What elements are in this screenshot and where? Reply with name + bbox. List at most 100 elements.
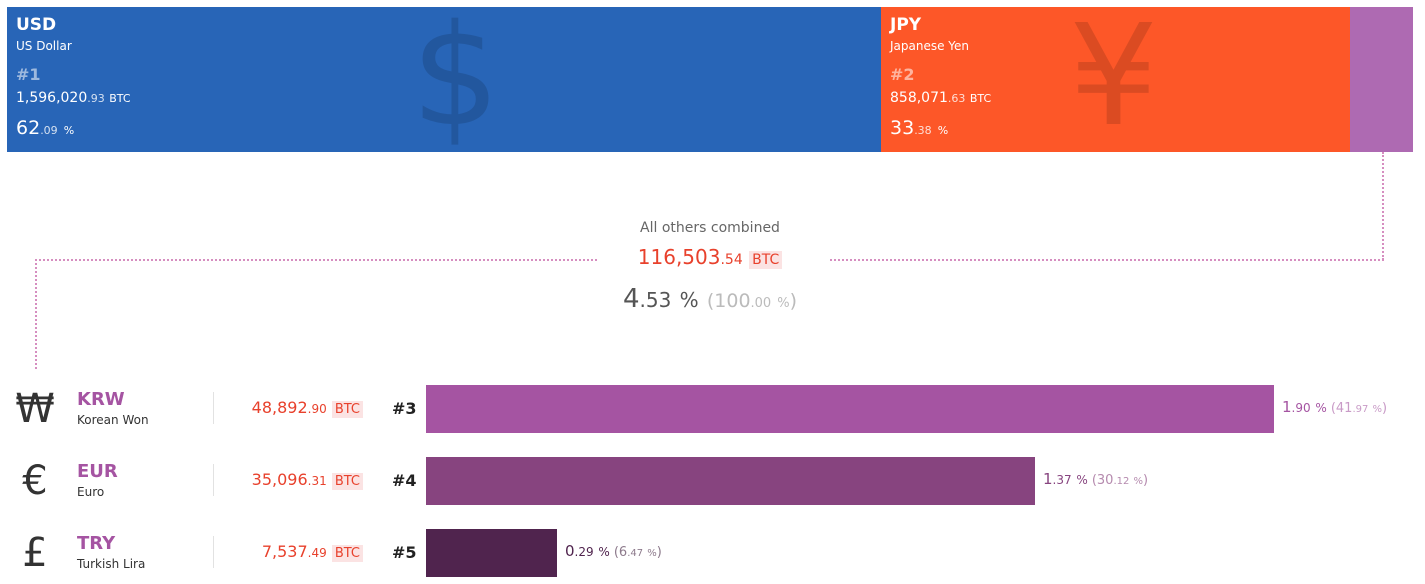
lira-symbol-icon: £ <box>22 530 48 576</box>
others-relative-percent: (100.00 %) <box>706 290 798 312</box>
row-name: Korean Won <box>77 413 149 427</box>
pct-sign: % <box>1076 473 1088 487</box>
row-divider <box>213 536 214 568</box>
block-btc-value: 858,071.63 BTC <box>890 90 991 106</box>
rel-int: 100 <box>714 290 751 312</box>
block-usd[interactable]: $ USD US Dollar #1 1,596,020.93 BTC 62.0… <box>7 7 881 152</box>
yen-symbol-icon: ¥ <box>1069 7 1159 152</box>
row-btc-value: 48,892.90 BTC <box>251 398 363 418</box>
others-title: All others combined <box>640 220 780 236</box>
row-name: Turkish Lira <box>77 557 146 571</box>
pct-sign: % <box>63 124 75 137</box>
btc-dec: .49 <box>307 546 327 560</box>
row-code: EUR <box>77 461 118 482</box>
btc-unit: BTC <box>331 401 363 418</box>
rel-int: 30 <box>1096 473 1114 488</box>
pct-sign: % <box>647 548 657 559</box>
pct-int: 4 <box>622 284 640 314</box>
connector-line-right-horizontal <box>830 259 1384 261</box>
btc-dec: .63 <box>947 92 966 105</box>
block-jpy[interactable]: ¥ JPY Japanese Yen #2 858,071.63 BTC 33.… <box>881 7 1350 152</box>
pct-sign: % <box>679 288 699 312</box>
connector-line-left-horizontal <box>35 259 597 261</box>
btc-dec: .31 <box>307 474 327 488</box>
pct-sign: % <box>1372 404 1383 415</box>
euro-symbol-icon: € <box>22 458 48 504</box>
btc-unit: BTC <box>331 473 363 490</box>
row-divider <box>213 464 214 496</box>
pct-int: 0 <box>565 542 575 560</box>
bar-eur[interactable] <box>426 457 1035 505</box>
pct-dec: .53 <box>639 288 672 312</box>
btc-unit: BTC <box>109 92 131 105</box>
pct-sign: % <box>937 124 949 137</box>
block-code: JPY <box>890 15 922 35</box>
bar-try[interactable] <box>426 529 557 577</box>
pct-dec: .09 <box>40 124 58 137</box>
connector-line-right-vertical <box>1382 152 1384 260</box>
row-rank: #3 <box>392 399 417 418</box>
pct-int: 33 <box>890 117 915 139</box>
pct-sign: % <box>598 545 610 559</box>
row-percent: 1.90 % (41.97 %) <box>1282 398 1387 416</box>
pct-sign: % <box>777 296 790 311</box>
others-percent: 4.53 % (100.00 %) <box>600 284 820 314</box>
rel-dec: .00 <box>750 296 772 311</box>
btc-unit: BTC <box>969 92 992 105</box>
btc-unit: BTC <box>331 545 363 562</box>
rel-int: 6 <box>618 545 628 560</box>
btc-int: 116,503 <box>637 245 721 269</box>
block-others[interactable] <box>1350 7 1413 152</box>
block-btc-value: 1,596,020.93 BTC <box>16 90 131 106</box>
currency-row-eur[interactable]: € EUR Euro 35,096.31 BTC #4 1.37 % (30.12… <box>0 456 1425 506</box>
block-code: USD <box>16 15 57 35</box>
block-name: US Dollar <box>16 39 72 53</box>
pct-dec: .37 <box>1052 473 1072 487</box>
btc-int: 858,071 <box>890 90 948 106</box>
rel-int: 41 <box>1335 401 1353 416</box>
btc-int: 35,096 <box>251 470 308 489</box>
currency-row-krw[interactable]: ₩ KRW Korean Won 48,892.90 BTC #3 1.90 %… <box>0 384 1425 434</box>
block-percent: 62.09 % <box>16 117 74 139</box>
connector-line-left-vertical <box>35 259 37 369</box>
pct-int: 62 <box>16 117 41 139</box>
rel-dec: .47 <box>627 548 644 559</box>
block-name: Japanese Yen <box>890 39 970 53</box>
btc-dec: .54 <box>720 252 743 268</box>
pct-dec: .29 <box>574 545 594 559</box>
row-code: TRY <box>77 533 116 554</box>
row-code: KRW <box>77 389 125 410</box>
block-percent: 33.38 % <box>890 117 948 139</box>
btc-int: 1,596,020 <box>16 90 88 106</box>
pct-dec: .90 <box>1291 401 1311 415</box>
btc-dec: .93 <box>87 92 105 105</box>
row-percent: 0.29 % (6.47 %) <box>565 542 662 560</box>
row-relative-percent: (30.12 %) <box>1091 473 1149 488</box>
btc-int: 48,892 <box>251 398 308 417</box>
row-divider <box>213 392 214 424</box>
row-rank: #5 <box>392 543 417 562</box>
row-btc-value: 7,537.49 BTC <box>261 542 363 562</box>
btc-unit: BTC <box>749 251 783 269</box>
row-relative-percent: (41.97 %) <box>1330 401 1388 416</box>
row-percent: 1.37 % (30.12 %) <box>1043 470 1148 488</box>
pct-sign: % <box>1315 401 1327 415</box>
rel-dec: .12 <box>1113 476 1130 487</box>
dollar-symbol-icon: $ <box>411 7 501 152</box>
block-rank: #2 <box>890 65 915 84</box>
btc-dec: .90 <box>307 402 327 416</box>
block-rank: #1 <box>16 65 41 84</box>
row-name: Euro <box>77 485 105 499</box>
pct-int: 1 <box>1043 470 1053 488</box>
currency-row-try[interactable]: £ TRY Turkish Lira 7,537.49 BTC #5 0.29 … <box>0 528 1425 578</box>
btc-int: 7,537 <box>261 542 308 561</box>
others-btc-value: 116,503.54 BTC <box>600 245 820 269</box>
rel-dec: .97 <box>1352 404 1369 415</box>
bar-krw[interactable] <box>426 385 1274 433</box>
pct-dec: .38 <box>914 124 932 137</box>
row-relative-percent: (6.47 %) <box>613 545 662 560</box>
row-btc-value: 35,096.31 BTC <box>251 470 363 490</box>
row-rank: #4 <box>392 471 417 490</box>
pct-sign: % <box>1133 476 1144 487</box>
